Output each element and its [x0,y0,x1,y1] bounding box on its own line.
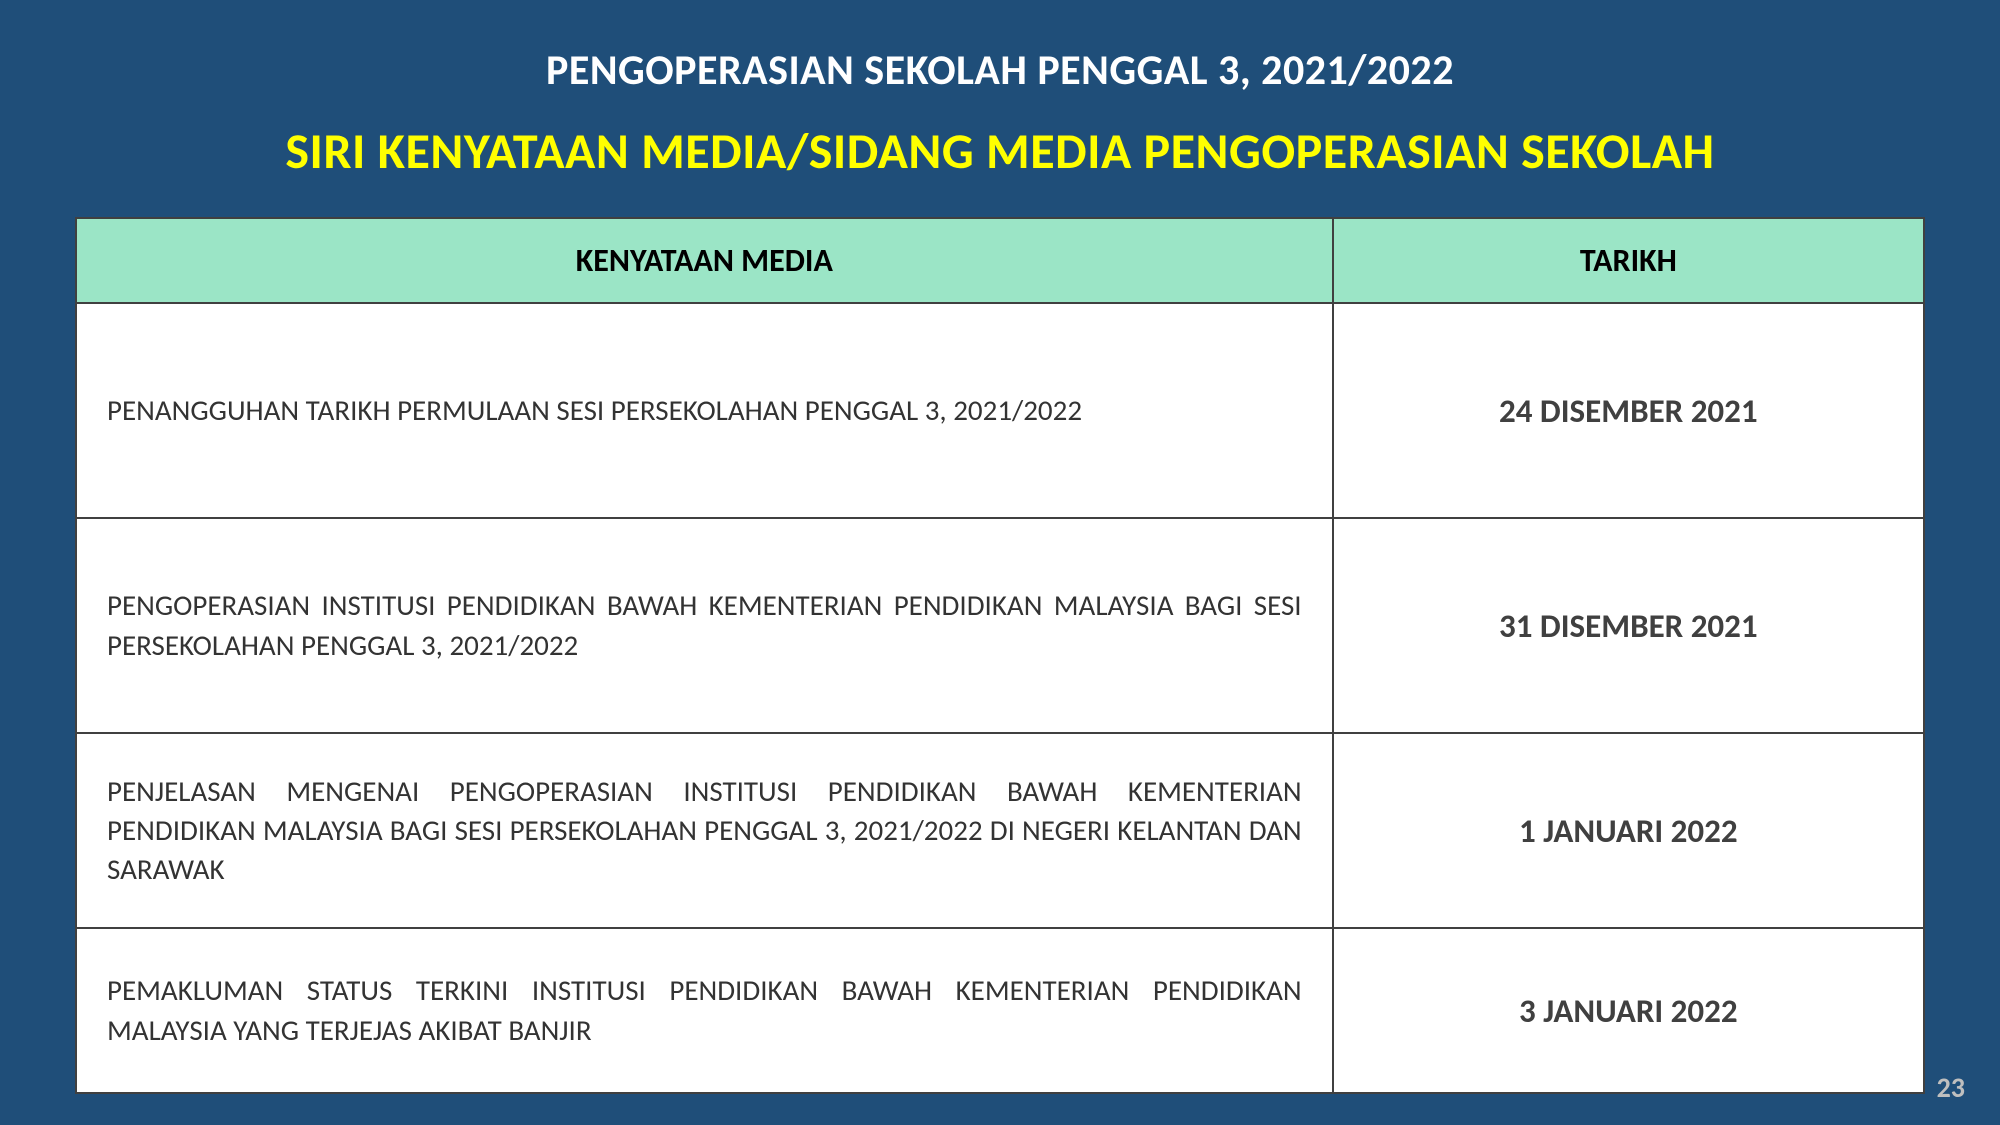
cell-date: 3 JANUARI 2022 [1333,928,1924,1093]
page-title-line2: SIRI KENYATAAN MEDIA/SIDANG MEDIA PENGOP… [75,121,1925,182]
column-header-date: TARIKH [1333,218,1924,303]
cell-date: 24 DISEMBER 2021 [1333,303,1924,518]
page-title-line1: PENGOPERASIAN SEKOLAH PENGGAL 3, 2021/20… [75,45,1925,96]
cell-media-statement: PENANGGUHAN TARIKH PERMULAAN SESI PERSEK… [76,303,1333,518]
table-row: PENANGGUHAN TARIKH PERMULAAN SESI PERSEK… [76,303,1924,518]
table-row: PEMAKLUMAN STATUS TERKINI INSTITUSI PEND… [76,928,1924,1093]
table-row: PENGOPERASIAN INSTITUSI PENDIDIKAN BAWAH… [76,518,1924,733]
cell-media-statement: PENJELASAN MENGENAI PENGOPERASIAN INSTIT… [76,733,1333,928]
cell-date: 1 JANUARI 2022 [1333,733,1924,928]
table-header-row: KENYATAAN MEDIA TARIKH [76,218,1924,303]
media-statements-table: KENYATAAN MEDIA TARIKH PENANGGUHAN TARIK… [75,217,1925,1094]
table-row: PENJELASAN MENGENAI PENGOPERASIAN INSTIT… [76,733,1924,928]
cell-media-statement: PENGOPERASIAN INSTITUSI PENDIDIKAN BAWAH… [76,518,1333,733]
page-number: 23 [1937,1070,1965,1105]
cell-media-statement: PEMAKLUMAN STATUS TERKINI INSTITUSI PEND… [76,928,1333,1093]
cell-date: 31 DISEMBER 2021 [1333,518,1924,733]
column-header-media: KENYATAAN MEDIA [76,218,1333,303]
slide-container: PENGOPERASIAN SEKOLAH PENGGAL 3, 2021/20… [0,0,2000,1125]
